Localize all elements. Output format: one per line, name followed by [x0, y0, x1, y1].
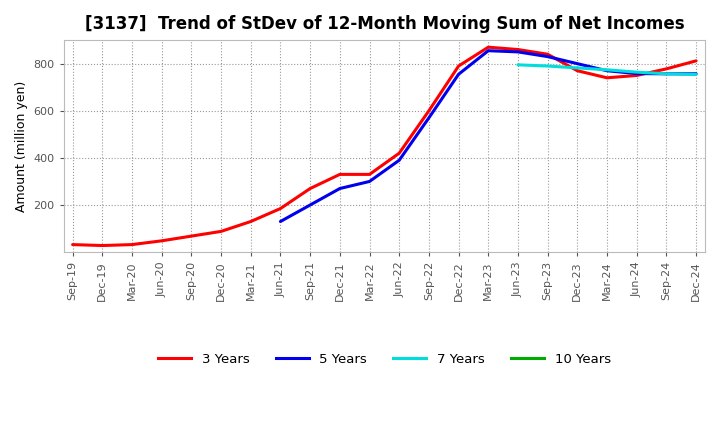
3 Years — [425, 108, 433, 114]
7 Years — [692, 72, 701, 77]
7 Years — [662, 71, 671, 77]
3 Years — [692, 58, 701, 63]
3 Years — [454, 63, 463, 69]
5 Years — [632, 71, 641, 76]
7 Years — [513, 62, 522, 67]
7 Years — [573, 65, 582, 70]
5 Years — [395, 158, 403, 163]
Title: [3137]  Trend of StDev of 12-Month Moving Sum of Net Incomes: [3137] Trend of StDev of 12-Month Moving… — [84, 15, 684, 33]
5 Years — [365, 179, 374, 184]
5 Years — [544, 54, 552, 59]
3 Years — [632, 73, 641, 78]
3 Years — [662, 66, 671, 71]
3 Years — [68, 242, 77, 247]
3 Years — [395, 150, 403, 156]
3 Years — [98, 243, 107, 248]
5 Years — [276, 219, 285, 224]
7 Years — [603, 67, 611, 73]
Y-axis label: Amount (million yen): Amount (million yen) — [15, 81, 28, 212]
3 Years — [336, 172, 344, 177]
5 Years — [454, 72, 463, 77]
5 Years — [573, 61, 582, 66]
5 Years — [662, 71, 671, 77]
Legend: 3 Years, 5 Years, 7 Years, 10 Years: 3 Years, 5 Years, 7 Years, 10 Years — [153, 348, 616, 372]
3 Years — [603, 75, 611, 81]
5 Years — [306, 202, 315, 208]
3 Years — [544, 51, 552, 57]
Line: 5 Years: 5 Years — [281, 51, 696, 221]
3 Years — [187, 234, 196, 239]
7 Years — [632, 70, 641, 75]
7 Years — [544, 63, 552, 69]
3 Years — [306, 186, 315, 191]
3 Years — [276, 206, 285, 211]
3 Years — [246, 219, 255, 224]
5 Years — [425, 115, 433, 121]
5 Years — [513, 49, 522, 55]
3 Years — [513, 47, 522, 52]
5 Years — [692, 71, 701, 77]
3 Years — [127, 242, 136, 247]
3 Years — [217, 229, 225, 234]
Line: 3 Years: 3 Years — [73, 47, 696, 246]
3 Years — [484, 44, 492, 50]
5 Years — [484, 48, 492, 53]
3 Years — [365, 172, 374, 177]
5 Years — [336, 186, 344, 191]
3 Years — [573, 68, 582, 73]
3 Years — [158, 238, 166, 243]
5 Years — [603, 68, 611, 73]
Line: 7 Years: 7 Years — [518, 65, 696, 74]
